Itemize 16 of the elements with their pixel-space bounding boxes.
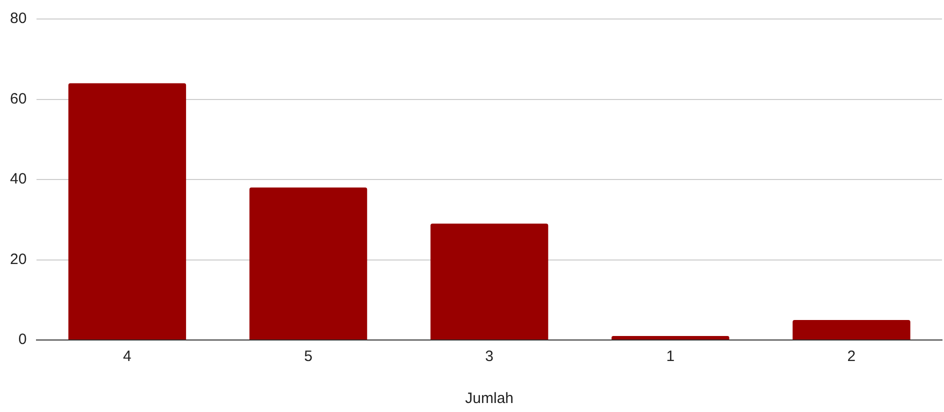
y-tick-label: 40 xyxy=(10,170,27,188)
x-tick-label: 4 xyxy=(123,348,132,366)
bar xyxy=(430,224,548,340)
y-tick-label: 60 xyxy=(10,90,27,108)
y-tick-label: 20 xyxy=(10,250,27,268)
x-tick-label: 1 xyxy=(666,348,675,366)
y-tick-label: 80 xyxy=(10,10,27,28)
bar xyxy=(792,320,910,340)
bar xyxy=(612,336,730,340)
x-axis-title: Jumlah xyxy=(465,390,514,408)
bar xyxy=(249,188,368,340)
y-tick-label: 0 xyxy=(18,331,27,348)
x-tick-label: 2 xyxy=(847,348,856,366)
x-tick-label: 5 xyxy=(304,348,312,366)
bar xyxy=(68,83,186,340)
x-tick-label: 3 xyxy=(485,348,494,366)
